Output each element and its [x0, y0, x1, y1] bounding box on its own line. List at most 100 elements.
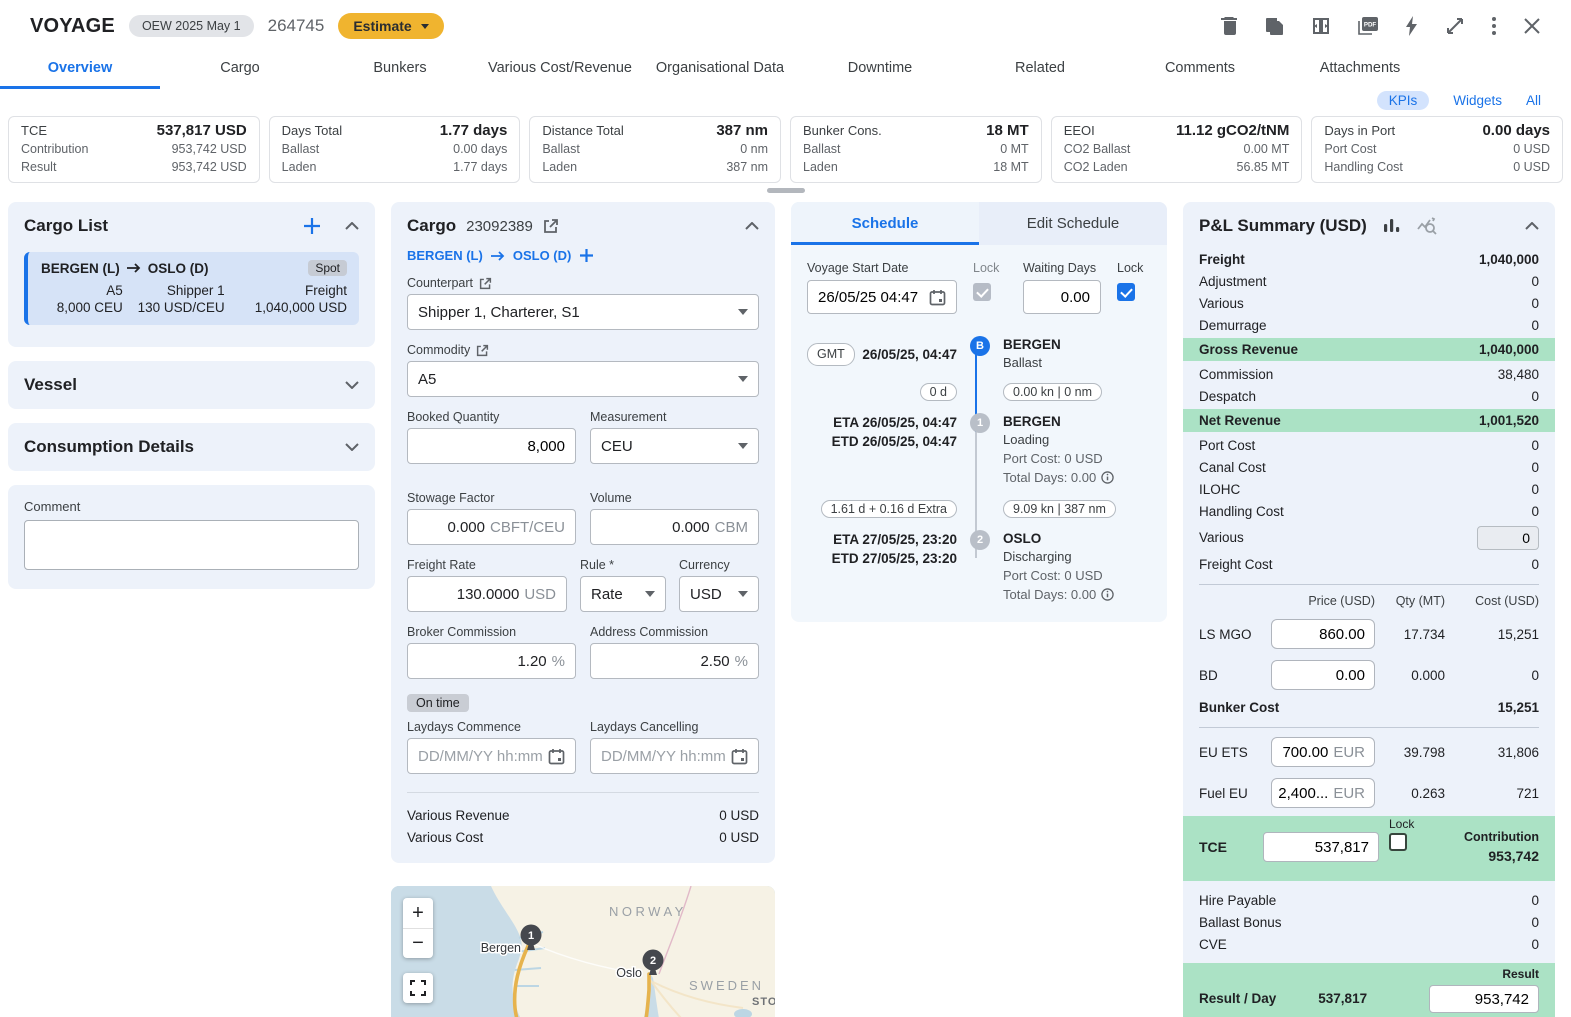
tab-downtime[interactable]: Downtime: [800, 52, 960, 89]
various-cost-input[interactable]: [1477, 526, 1539, 550]
laydays-commence-input[interactable]: [418, 748, 542, 765]
stop-activity: Discharging: [1003, 548, 1151, 566]
route-to-link[interactable]: OSLO (D): [513, 248, 572, 263]
map-zoom-out-button[interactable]: −: [403, 928, 433, 958]
cargo-counterpart: Shipper 1: [135, 283, 225, 298]
lsmgo-price-input[interactable]: [1281, 626, 1365, 643]
bar-chart-icon[interactable]: [1383, 218, 1401, 234]
open-cargo-icon[interactable]: [543, 218, 559, 234]
collapse-cargo-form-icon[interactable]: [745, 222, 759, 230]
lock-waiting-checkbox[interactable]: [1117, 283, 1135, 301]
tce-input[interactable]: [1273, 839, 1369, 856]
result-input[interactable]: [1439, 991, 1529, 1008]
route-map[interactable]: NORWAY SWEDEN STOC Bergen Oslo North Sea…: [391, 886, 775, 1017]
broker-commission-input[interactable]: 1.20 %: [407, 643, 576, 679]
stop-total-days: Total Days: 0.00: [1003, 468, 1096, 487]
waiting-days-input[interactable]: [1034, 289, 1090, 306]
leg-duration-pill: 1.61 d + 0.16 d Extra: [821, 500, 957, 518]
info-icon[interactable]: [1101, 471, 1114, 484]
collapse-cargo-list-icon[interactable]: [345, 222, 359, 230]
address-commission-input[interactable]: 2.50 %: [590, 643, 759, 679]
kpis-link[interactable]: KPIs: [1377, 91, 1430, 110]
arrow-right-icon: [491, 251, 505, 261]
tab-related[interactable]: Related: [960, 52, 1120, 89]
tab-bunkers[interactable]: Bunkers: [320, 52, 480, 89]
route-from-link[interactable]: BERGEN (L): [407, 248, 483, 263]
quick-actions-icon[interactable]: [1405, 16, 1419, 36]
stop-eta: ETA 26/05/25, 04:47: [807, 413, 957, 432]
map-zoom-in-button[interactable]: +: [403, 898, 433, 928]
waiting-days-label: Waiting Days: [1023, 261, 1101, 275]
line-chart-icon[interactable]: [1417, 217, 1439, 235]
copy-icon[interactable]: [1265, 16, 1285, 36]
laydays-cancelling-input[interactable]: [601, 748, 725, 765]
main-tab-bar: Overview Cargo Bunkers Various Cost/Reve…: [0, 52, 1571, 89]
map-fullscreen-button[interactable]: [403, 973, 433, 1003]
booked-quantity-input[interactable]: [418, 438, 565, 455]
eu-ets-qty: 39.798: [1385, 745, 1445, 760]
calendar-icon[interactable]: [548, 748, 565, 765]
expand-vessel-icon[interactable]: [345, 381, 359, 389]
tce-lock-checkbox[interactable]: [1389, 833, 1407, 851]
pnl-row-value: 0: [1531, 482, 1539, 497]
result-per-day-label: Result / Day: [1199, 991, 1276, 1013]
cargo-quantity: 8,000 CEU: [41, 300, 123, 315]
add-cargo-icon[interactable]: [303, 217, 321, 235]
cargo-list-item[interactable]: BERGEN (L) OSLO (D) Spot A5 Shipper 1 Fr…: [24, 252, 359, 325]
booked-quantity-label: Booked Quantity: [407, 410, 576, 424]
pnl-summary-panel: P&L Summary (USD) Freight1,040,000 Adjus…: [1183, 202, 1555, 1017]
fuel-eu-price-input[interactable]: [1270, 785, 1328, 802]
fuel-qty: 0.000: [1385, 668, 1445, 683]
info-icon[interactable]: [1101, 588, 1114, 601]
contribution-value: 953,742: [1455, 848, 1539, 864]
freight-rate-input[interactable]: 130.0000 USD: [407, 576, 567, 612]
tab-schedule[interactable]: Schedule: [791, 202, 979, 245]
tab-organisational-data[interactable]: Organisational Data: [640, 52, 800, 89]
delete-icon[interactable]: [1221, 16, 1239, 36]
tab-overview[interactable]: Overview: [0, 52, 160, 89]
estimate-dropdown-button[interactable]: Estimate: [338, 13, 443, 39]
counterpart-select[interactable]: Shipper 1, Charterer, S1: [407, 294, 759, 330]
tab-attachments[interactable]: Attachments: [1280, 52, 1440, 89]
tab-various-cost-revenue[interactable]: Various Cost/Revenue: [480, 52, 640, 89]
collapse-pnl-icon[interactable]: [1525, 222, 1539, 230]
close-icon[interactable]: [1523, 17, 1541, 35]
all-link[interactable]: All: [1526, 93, 1541, 108]
laydays-cancelling-label: Laydays Cancelling: [590, 720, 759, 734]
tab-edit-schedule[interactable]: Edit Schedule: [979, 202, 1167, 245]
map-label-norway: NORWAY: [609, 904, 687, 919]
compare-icon[interactable]: [1311, 16, 1331, 36]
expand-consumption-icon[interactable]: [345, 443, 359, 451]
stop-port: OSLO: [1003, 530, 1151, 548]
external-link-icon[interactable]: [476, 344, 489, 357]
measurement-select[interactable]: CEU: [590, 428, 759, 464]
commodity-select[interactable]: A5: [407, 361, 759, 397]
tab-cargo[interactable]: Cargo: [160, 52, 320, 89]
expand-icon[interactable]: [1445, 16, 1465, 36]
pnl-row-label: Ballast Bonus: [1199, 915, 1282, 930]
more-icon[interactable]: [1491, 16, 1497, 36]
external-link-icon[interactable]: [479, 277, 492, 290]
currency-select[interactable]: USD: [679, 576, 759, 612]
add-port-icon[interactable]: [579, 248, 594, 263]
panel-resize-handle[interactable]: [767, 188, 805, 193]
comment-input[interactable]: [24, 520, 359, 570]
cargo-form-title: Cargo: [407, 216, 456, 236]
voyage-start-input[interactable]: [818, 289, 923, 306]
pnl-row-label: Freight Cost: [1199, 557, 1273, 572]
lock-waiting-label: Lock: [1117, 261, 1151, 275]
lock-start-checkbox[interactable]: [973, 283, 991, 301]
stop-port: BERGEN: [1003, 413, 1151, 431]
stowage-factor-input[interactable]: 0.000 CBFT/CEU: [407, 509, 576, 545]
pnl-row-label: Port Cost: [1199, 438, 1255, 453]
eu-ets-price-input[interactable]: [1270, 744, 1328, 761]
rule-select[interactable]: Rate: [580, 576, 666, 612]
widgets-link[interactable]: Widgets: [1453, 93, 1502, 108]
tab-comments[interactable]: Comments: [1120, 52, 1280, 89]
calendar-icon[interactable]: [929, 289, 946, 306]
calendar-icon[interactable]: [731, 748, 748, 765]
volume-input[interactable]: 0.000 CBM: [590, 509, 759, 545]
bd-price-input[interactable]: [1281, 667, 1365, 684]
export-pdf-icon[interactable]: PDF: [1357, 16, 1379, 36]
pnl-row-label: CVE: [1199, 937, 1227, 952]
